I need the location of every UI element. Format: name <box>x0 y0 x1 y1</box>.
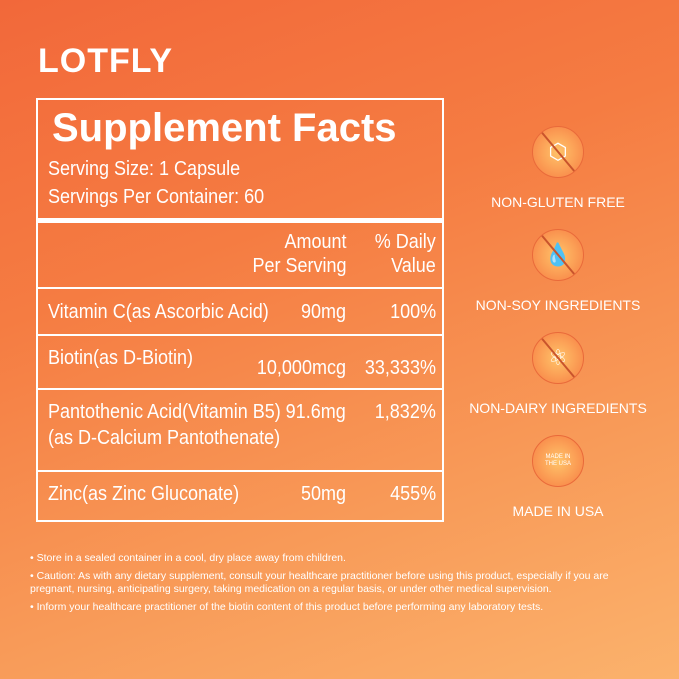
badge-text: MADE IN THE USA <box>544 454 571 467</box>
amount-header-line2: Per Serving <box>251 255 346 277</box>
nutrient-dv: 33,333% <box>364 357 436 379</box>
nutrient-name: Vitamin C(as Ascorbic Acid) <box>48 301 269 323</box>
nutrient-amount: 50mg <box>300 483 346 505</box>
nutrient-amount: 91.6mg <box>285 401 346 423</box>
atom-icon: ⚛ <box>532 332 584 384</box>
feature-dairy: ⚛ NON-DAIRY INGREDIENTS <box>458 332 658 416</box>
note-caution: • Caution: As with any dietary supplemen… <box>30 570 609 595</box>
supplement-facts-panel: Supplement Facts Serving Size: 1 Capsule… <box>36 98 444 522</box>
facts-title: Supplement Facts <box>52 106 397 150</box>
feature-label: MADE IN USA <box>512 503 604 519</box>
feature-label: NON-SOY INGREDIENTS <box>475 297 641 313</box>
notes: • Store in a sealed container in a cool,… <box>30 552 650 619</box>
divider <box>38 218 442 223</box>
feature-gluten: ⬡ NON-GLUTEN FREE <box>458 126 658 210</box>
divider <box>38 287 442 289</box>
nutrient-dv: 1,832% <box>374 401 436 423</box>
amount-header-line1: Amount <box>283 231 346 253</box>
daily-header-line1: % Daily <box>374 231 436 253</box>
serving-size: Serving Size: 1 Capsule <box>48 158 241 180</box>
nutrient-amount: 10,000mcg <box>256 357 346 379</box>
molecule-icon: ⬡ <box>532 126 584 178</box>
nutrient-name: Pantothenic Acid(Vitamin B5) <box>48 401 281 423</box>
feature-usa: MADE IN THE USA MADE IN USA <box>458 435 658 519</box>
nutrient-dv: 100% <box>389 301 436 323</box>
note-storage: • Store in a sealed container in a cool,… <box>30 552 346 564</box>
nutrient-amount: 90mg <box>300 301 346 323</box>
feature-soy: 💧 NON-SOY INGREDIENTS <box>458 229 658 313</box>
note-biotin: • Inform your healthcare practitioner of… <box>30 601 544 613</box>
daily-header-line2: Value <box>391 255 436 277</box>
feature-label: NON-GLUTEN FREE <box>491 194 625 210</box>
daily-value-header: % Daily Value <box>375 230 436 278</box>
amount-header: Amount Per Serving <box>252 230 346 278</box>
nutrient-name: Zinc(as Zinc Gluconate) <box>48 483 240 505</box>
soy-drop-icon: 💧 <box>532 229 584 281</box>
divider <box>38 470 442 472</box>
feature-label: NON-DAIRY INGREDIENTS <box>469 400 647 416</box>
servings-per-container: Servings Per Container: 60 <box>48 186 265 208</box>
divider <box>38 388 442 390</box>
nutrient-dv: 455% <box>389 483 436 505</box>
nutrient-name-detail: (as D-Calcium Pantothenate) <box>48 427 281 449</box>
brand-logo: LOTFLY <box>38 42 174 80</box>
nutrient-name: Biotin(as D-Biotin) <box>48 347 194 369</box>
divider <box>38 334 442 336</box>
usa-badge-icon: MADE IN THE USA <box>532 435 584 487</box>
